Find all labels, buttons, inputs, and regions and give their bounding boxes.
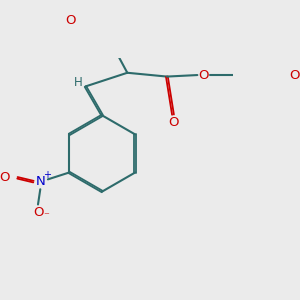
Text: O: O — [169, 116, 179, 129]
Text: O: O — [0, 171, 10, 184]
Text: N: N — [35, 175, 45, 188]
Text: +: + — [43, 170, 51, 180]
Text: O: O — [33, 206, 43, 219]
Text: ⁻: ⁻ — [44, 211, 49, 221]
Text: O: O — [290, 69, 300, 82]
Text: O: O — [198, 69, 209, 82]
Text: O: O — [66, 14, 76, 27]
Text: H: H — [74, 76, 82, 89]
